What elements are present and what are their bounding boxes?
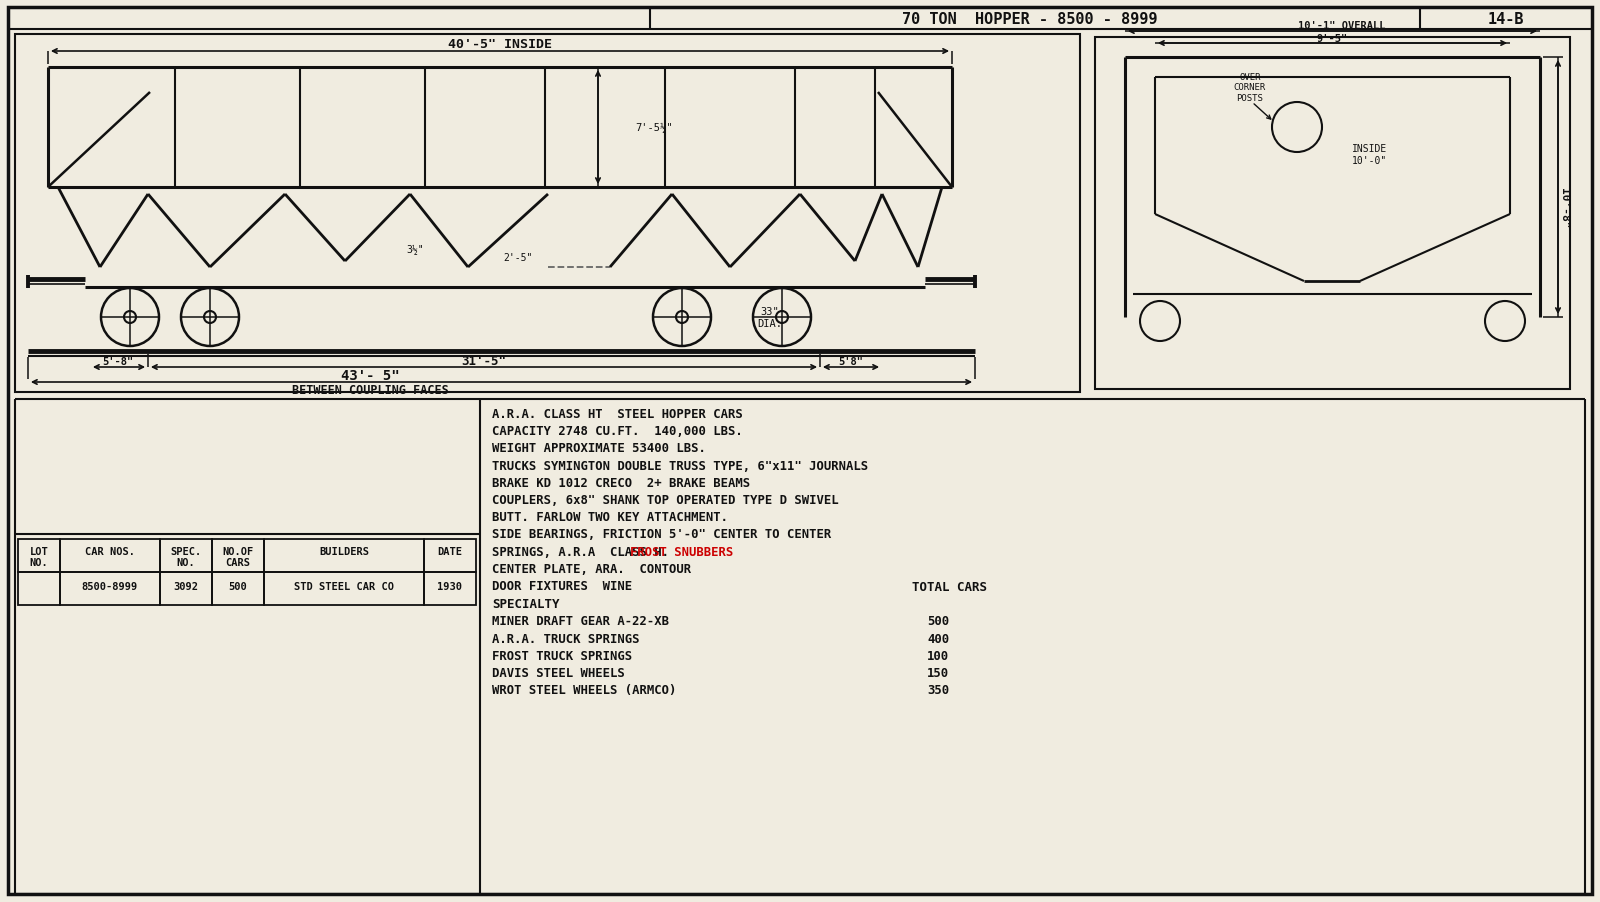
Text: TRUCKS SYMINGTON DOUBLE TRUSS TYPE, 6"x11" JOURNALS: TRUCKS SYMINGTON DOUBLE TRUSS TYPE, 6"x1… [493, 459, 869, 472]
Text: SIDE BEARINGS, FRICTION 5'-0" CENTER TO CENTER: SIDE BEARINGS, FRICTION 5'-0" CENTER TO … [493, 528, 832, 541]
Text: CENTER PLATE, ARA.  CONTOUR: CENTER PLATE, ARA. CONTOUR [493, 562, 691, 575]
Text: 1930: 1930 [437, 582, 462, 592]
Text: A.R.A. TRUCK SPRINGS: A.R.A. TRUCK SPRINGS [493, 632, 640, 645]
Text: DAVIS STEEL WHEELS: DAVIS STEEL WHEELS [493, 667, 624, 679]
Text: BUILDERS: BUILDERS [318, 547, 370, 557]
Text: WROT STEEL WHEELS (ARMCO): WROT STEEL WHEELS (ARMCO) [493, 684, 677, 696]
Text: WEIGHT APPROXIMATE 53400 LBS.: WEIGHT APPROXIMATE 53400 LBS. [493, 442, 706, 455]
Text: 43'- 5": 43'- 5" [341, 369, 400, 382]
Text: SPRINGS, A.R.A  CLASS H.: SPRINGS, A.R.A CLASS H. [493, 545, 683, 558]
Text: COUPLERS, 6x8" SHANK TOP OPERATED TYPE D SWIVEL: COUPLERS, 6x8" SHANK TOP OPERATED TYPE D… [493, 493, 838, 506]
Text: A.R.A. CLASS HT  STEEL HOPPER CARS: A.R.A. CLASS HT STEEL HOPPER CARS [493, 408, 742, 420]
Bar [160, 539, 211, 573]
Bar [61, 539, 160, 573]
Text: STD STEEL CAR CO: STD STEEL CAR CO [294, 582, 394, 592]
Text: 10'-1" OVERALL: 10'-1" OVERALL [1298, 21, 1386, 31]
Text: 8500-8999: 8500-8999 [82, 582, 138, 592]
Text: 10'-8": 10'-8" [1558, 188, 1570, 228]
Text: CAPACITY 2748 CU.FT.  140,000 LBS.: CAPACITY 2748 CU.FT. 140,000 LBS. [493, 425, 742, 437]
Bar [18, 573, 61, 605]
Text: BUTT. FARLOW TWO KEY ATTACHMENT.: BUTT. FARLOW TWO KEY ATTACHMENT. [493, 511, 728, 524]
Text: NO.OF: NO.OF [222, 547, 254, 557]
Text: CAR NOS.: CAR NOS. [85, 547, 134, 557]
Text: CARS: CARS [226, 557, 251, 567]
Bar [61, 573, 160, 605]
Text: FROST TRUCK SPRINGS: FROST TRUCK SPRINGS [493, 649, 632, 662]
Text: 150: 150 [926, 667, 949, 679]
Text: 33"
DIA.: 33" DIA. [757, 307, 782, 328]
Bar [424, 573, 477, 605]
Text: BRAKE KD 1012 CRECO  2+ BRAKE BEAMS: BRAKE KD 1012 CRECO 2+ BRAKE BEAMS [493, 476, 750, 489]
Text: MINER DRAFT GEAR A-22-XB: MINER DRAFT GEAR A-22-XB [493, 615, 669, 628]
Text: LOT: LOT [30, 547, 48, 557]
Bar [424, 539, 477, 573]
Text: 2'-5": 2'-5" [504, 253, 533, 262]
Text: 500: 500 [229, 582, 248, 592]
Text: 400: 400 [926, 632, 949, 645]
Bar [18, 539, 61, 573]
Text: TOTAL CARS: TOTAL CARS [912, 580, 987, 594]
Text: 100: 100 [926, 649, 949, 662]
Text: 70 TON  HOPPER - 8500 - 8999: 70 TON HOPPER - 8500 - 8999 [902, 12, 1158, 26]
Bar [160, 573, 211, 605]
Text: DATE: DATE [437, 547, 462, 557]
Bar [264, 539, 424, 573]
Text: 9'-5": 9'-5" [1317, 34, 1347, 44]
Text: 350: 350 [926, 684, 949, 696]
Text: NO.: NO. [30, 557, 48, 567]
Bar [264, 573, 424, 605]
Text: 14-B: 14-B [1488, 12, 1525, 26]
Bar [211, 573, 264, 605]
Bar [1094, 38, 1570, 390]
Text: INSIDE
10'-0": INSIDE 10'-0" [1352, 144, 1387, 166]
Text: SPECIALTY: SPECIALTY [493, 597, 560, 611]
Text: 5'-8": 5'-8" [102, 356, 134, 366]
Text: 500: 500 [926, 615, 949, 628]
Text: 3½": 3½" [406, 244, 424, 254]
Text: 7'-5½": 7'-5½" [635, 123, 672, 133]
Text: BETWEEN COUPLING FACES: BETWEEN COUPLING FACES [291, 384, 448, 397]
Text: 3092: 3092 [173, 582, 198, 592]
Text: SPEC.: SPEC. [170, 547, 202, 557]
Text: 5'8": 5'8" [838, 356, 864, 366]
Text: 31'-5": 31'-5" [461, 355, 507, 368]
Bar [211, 539, 264, 573]
Text: OVER
CORNER
POSTS: OVER CORNER POSTS [1234, 73, 1266, 103]
Bar [14, 35, 1080, 392]
Text: 40'-5" INSIDE: 40'-5" INSIDE [448, 39, 552, 51]
Text: FROST SNUBBERS: FROST SNUBBERS [630, 545, 733, 558]
Text: NO.: NO. [176, 557, 195, 567]
Text: DOOR FIXTURES  WINE: DOOR FIXTURES WINE [493, 579, 632, 593]
